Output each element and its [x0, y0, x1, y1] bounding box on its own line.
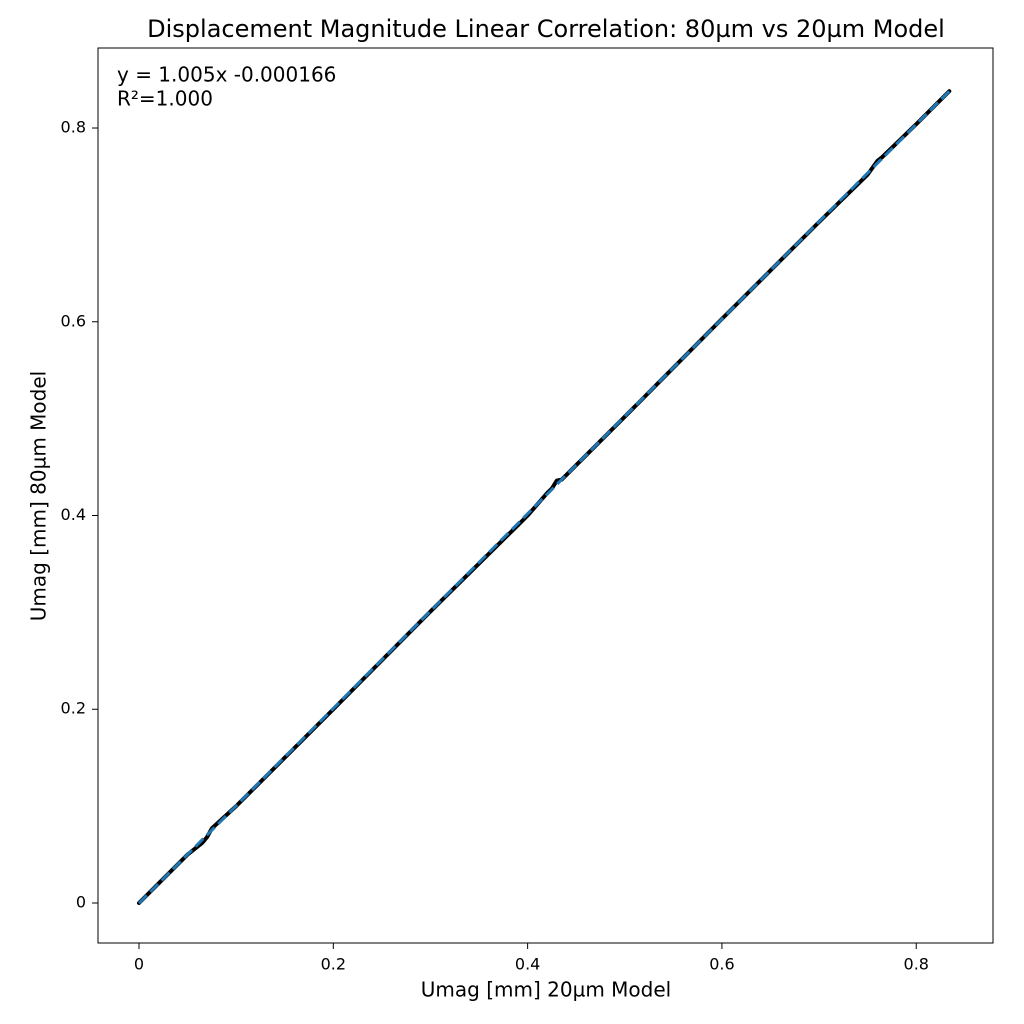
y-tick-label: 0.6 — [61, 311, 86, 330]
plot-frame — [97, 47, 994, 944]
y-tick-label: 0.2 — [61, 699, 86, 718]
x-tick-label: 0 — [134, 955, 144, 974]
x-tick-label: 0.8 — [904, 955, 929, 974]
annotation: y = 1.005x -0.000166 — [117, 63, 336, 87]
chart-title: Displacement Magnitude Linear Correlatio… — [147, 15, 945, 43]
y-axis-label: Umag [mm] 80µm Model — [27, 371, 51, 621]
x-axis-label: Umag [mm] 20µm Model — [421, 978, 671, 1002]
y-tick-label: 0.8 — [61, 118, 86, 137]
y-tick-label: 0 — [76, 892, 86, 911]
x-tick-label: 0.6 — [709, 955, 734, 974]
x-tick-label: 0.4 — [515, 955, 540, 974]
x-tick-label: 0.2 — [321, 955, 346, 974]
annotation: R²=1.000 — [117, 87, 213, 111]
y-tick-label: 0.4 — [61, 505, 86, 524]
